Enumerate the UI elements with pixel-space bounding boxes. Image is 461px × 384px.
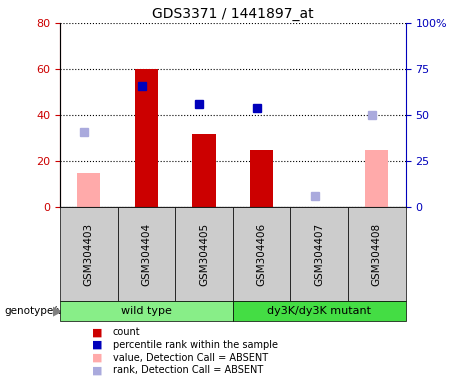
Text: GSM304408: GSM304408 (372, 223, 382, 286)
Text: percentile rank within the sample: percentile rank within the sample (113, 340, 278, 350)
Text: GSM304403: GSM304403 (84, 223, 94, 286)
Text: genotype/variation: genotype/variation (5, 306, 104, 316)
Text: ■: ■ (92, 327, 103, 337)
Text: GSM304406: GSM304406 (257, 223, 266, 286)
Text: ■: ■ (92, 353, 103, 362)
Text: ■: ■ (92, 340, 103, 350)
Title: GDS3371 / 1441897_at: GDS3371 / 1441897_at (152, 7, 313, 21)
Bar (250, 150, 273, 207)
Bar (193, 134, 216, 207)
Text: ▶: ▶ (53, 305, 63, 318)
Bar (365, 150, 388, 207)
Text: GSM304404: GSM304404 (142, 223, 151, 286)
Text: value, Detection Call = ABSENT: value, Detection Call = ABSENT (113, 353, 268, 362)
Text: GSM304405: GSM304405 (199, 223, 209, 286)
Text: dy3K/dy3K mutant: dy3K/dy3K mutant (267, 306, 371, 316)
Text: count: count (113, 327, 141, 337)
Text: wild type: wild type (121, 306, 172, 316)
Bar (77, 173, 100, 207)
Text: ■: ■ (92, 365, 103, 375)
Text: GSM304407: GSM304407 (314, 223, 324, 286)
Text: rank, Detection Call = ABSENT: rank, Detection Call = ABSENT (113, 365, 263, 375)
Bar (135, 69, 158, 207)
